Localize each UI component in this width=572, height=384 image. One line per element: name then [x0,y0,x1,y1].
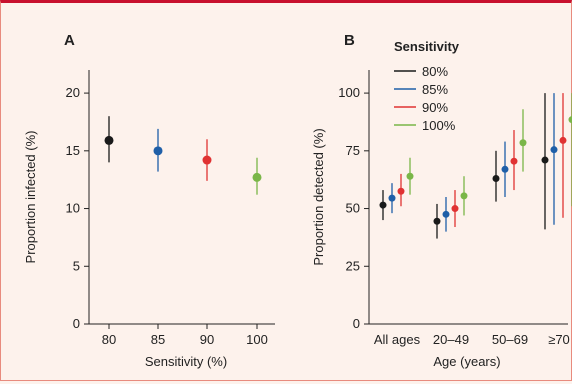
panel-b: B Proportion detected (%) Age (years) Se… [311,32,572,369]
figure: A Proportion infected (%) Sensitivity (%… [1,3,572,384]
legend-label: 100% [422,118,456,133]
panel-b-y-tick-label: 100 [338,85,360,100]
panel-b-point [434,218,441,225]
panel-b-point [569,116,572,123]
panel-a-point [203,156,212,165]
panel-b-point [452,205,459,212]
panel-a-y-tick-label: 0 [73,316,80,331]
panel-b-point [493,175,500,182]
panel-b-y-axis-title: Proportion detected (%) [311,128,326,265]
panel-b-point [389,195,396,202]
panel-b-point [560,137,567,144]
panel-b-y-tick-label: 25 [346,258,360,273]
panel-a-y-tick-label: 20 [66,85,80,100]
panel-b-point [380,202,387,209]
panel-a-y-tick-label: 15 [66,143,80,158]
panel-a-y-axis-title: Proportion infected (%) [23,131,38,264]
panel-b-point [407,173,414,180]
panel-a-x-tick-label: 90 [200,332,214,347]
panel-b-point [520,139,527,146]
legend-label: 85% [422,82,448,97]
panel-b-x-tick-label: All ages [374,332,421,347]
panel-b-point [443,211,450,218]
panel-a-letter: A [64,32,75,49]
panel-a-x-tick-label: 100 [246,332,268,347]
panel-a: A Proportion infected (%) Sensitivity (%… [23,32,275,369]
panel-b-point [461,192,468,199]
panel-b-y-tick-label: 0 [353,316,360,331]
panel-a-point [253,173,262,182]
panel-b-y-tick-label: 50 [346,201,360,216]
panel-b-x-tick-label: 20–49 [433,332,469,347]
legend-label: 80% [422,64,448,79]
panel-b-point [502,166,509,173]
panel-b-letter: B [344,32,355,49]
panel-b-y-tick-label: 75 [346,143,360,158]
panel-a-y-tick-label: 10 [66,201,80,216]
panel-b-x-tick-label: 50–69 [492,332,528,347]
panel-a-y-tick-label: 5 [73,258,80,273]
panel-b-point [398,188,405,195]
panel-a-x-tick-label: 85 [151,332,165,347]
panel-b-x-tick-label: ≥70 [548,332,570,347]
panel-b-point [511,158,518,165]
legend-title: Sensitivity [394,39,460,54]
panel-a-point [154,146,163,155]
panel-b-x-axis-title: Age (years) [433,354,500,369]
legend: 80% 85% 90% 100% [394,64,456,133]
panel-b-point [542,157,549,164]
panel-a-x-axis-title: Sensitivity (%) [145,354,227,369]
panel-a-x-tick-label: 80 [102,332,116,347]
legend-label: 90% [422,100,448,115]
panel-a-point [105,136,114,145]
panel-b-point [551,146,558,153]
